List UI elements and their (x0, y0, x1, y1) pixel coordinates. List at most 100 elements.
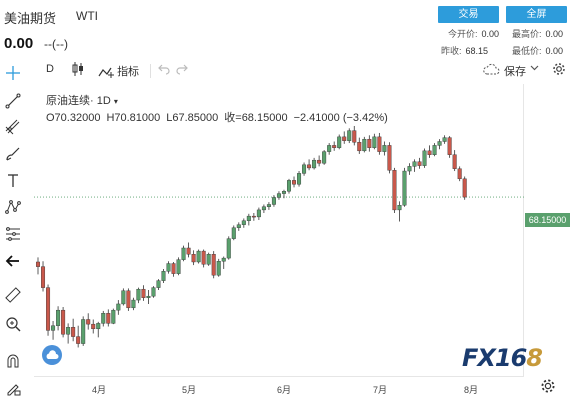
candle (266, 202, 271, 210)
candle-body (352, 130, 357, 143)
candle (211, 251, 216, 279)
candle (281, 189, 286, 199)
candle (216, 258, 221, 277)
candle (432, 143, 437, 157)
pattern-tool-icon[interactable] (2, 197, 24, 217)
candle (86, 313, 91, 330)
candle-body (397, 205, 402, 211)
candle-body (61, 309, 66, 335)
prev-close-value: 68.15 (465, 46, 489, 56)
candle-body (51, 325, 56, 331)
magnet-icon[interactable] (2, 351, 24, 371)
candle-body (81, 319, 86, 344)
zoom-in-icon[interactable] (2, 314, 24, 334)
x-tick-label: 8月 (464, 385, 479, 395)
prev-close-label: 昨收: (441, 46, 462, 56)
candle (271, 195, 276, 207)
candle (191, 250, 196, 266)
candle (276, 191, 281, 200)
candle-body (171, 263, 176, 274)
candle (56, 306, 61, 331)
text-tool-icon[interactable] (2, 171, 24, 191)
candle (347, 128, 352, 144)
candle-body (201, 250, 206, 265)
candle-body (392, 170, 397, 211)
candle-body (116, 303, 121, 311)
crosshair-icon[interactable] (2, 63, 24, 83)
ruler-icon[interactable] (2, 285, 24, 305)
x-tick-label: 6月 (277, 385, 292, 395)
candle (81, 316, 86, 346)
candle (171, 261, 176, 277)
candle (76, 325, 81, 348)
lock-pencil-icon[interactable] (2, 378, 24, 398)
candle-body (246, 215, 251, 221)
instrument-symbol: WTI (76, 9, 98, 23)
candle (357, 137, 362, 154)
toolbar-divider (150, 64, 151, 78)
candle (96, 321, 101, 338)
candle (367, 135, 372, 152)
candle-body (106, 313, 111, 324)
indicator-button[interactable]: 指标 (98, 63, 139, 79)
candle (307, 159, 312, 171)
candle-body (427, 150, 432, 155)
chevron-down-icon[interactable]: ▾ (113, 97, 118, 106)
candle-body (161, 271, 166, 281)
chevron-down-icon[interactable] (530, 63, 539, 72)
cloud-save-icon[interactable] (482, 62, 500, 76)
candle (382, 141, 387, 156)
legend-open: O70.32000 (46, 112, 101, 124)
candle-type-icon[interactable] (72, 62, 84, 76)
candle-body (196, 250, 201, 263)
back-arrow-icon[interactable] (2, 251, 24, 271)
brush-icon[interactable] (2, 144, 24, 164)
measure-tool-icon[interactable] (2, 224, 24, 244)
candle-body (86, 319, 91, 325)
fx168-watermark: FX168 (462, 344, 543, 372)
candle (236, 222, 241, 231)
candle (457, 166, 462, 182)
high-label: 最高价: (512, 29, 542, 39)
candle-body (266, 204, 271, 207)
candle-body (111, 309, 116, 324)
candle (337, 134, 342, 150)
candle-body (377, 136, 382, 152)
candle (71, 318, 76, 342)
fork-lines-icon[interactable] (2, 117, 24, 137)
fullscreen-button[interactable]: 全屏 (506, 6, 567, 23)
candle-body (226, 238, 231, 259)
series-name: 原油连续· (46, 95, 94, 107)
candle-body (442, 137, 447, 142)
candle (201, 249, 206, 268)
candle (302, 162, 307, 176)
candle (156, 279, 161, 290)
candle (317, 155, 322, 167)
candle (377, 132, 382, 155)
settings-gear-icon[interactable] (552, 62, 566, 76)
redo-icon[interactable] (176, 63, 188, 75)
candle-body (337, 136, 342, 148)
candle-body (146, 295, 151, 298)
chart-settings-gear-icon[interactable] (540, 378, 558, 396)
candle (417, 157, 422, 169)
candle-body (327, 145, 332, 152)
candle-body (367, 138, 372, 148)
candle-body (46, 287, 51, 331)
candle (322, 150, 327, 165)
cloud-sync-icon[interactable] (42, 345, 62, 365)
trend-line-icon[interactable] (2, 91, 24, 111)
candle-body (206, 254, 211, 265)
trade-button[interactable]: 交易 (438, 6, 499, 23)
candle (251, 213, 256, 221)
price-chart[interactable] (34, 84, 524, 377)
candle-body (292, 180, 297, 185)
save-button[interactable]: 保存 (504, 66, 526, 78)
today-open-value: 0.00 (481, 29, 500, 39)
period-selector[interactable]: D (46, 63, 54, 75)
undo-icon[interactable] (158, 63, 170, 75)
candle-body (256, 209, 261, 218)
series-interval[interactable]: 1D (96, 95, 111, 107)
candle (327, 143, 332, 155)
legend-low: L67.85000 (166, 112, 219, 124)
